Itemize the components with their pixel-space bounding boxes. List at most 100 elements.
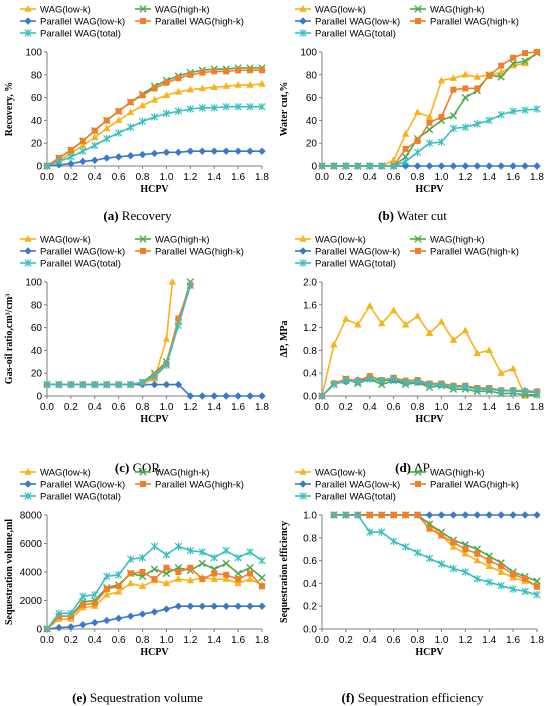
data-point-parallel-wag-total [67,380,75,389]
data-point-parallel-wag-low-k [126,612,135,620]
y-tick-label: 0.0 [303,392,317,403]
data-point-parallel-wag-total [126,380,135,389]
y-tick-label: 0.2 [303,602,317,613]
y-tick-label: 100 [25,48,42,59]
data-point-parallel-wag-total [330,511,338,519]
data-point-parallel-wag-low-k [138,150,147,159]
legend-label-parallel-wag-total: Parallel WAG(total) [40,29,121,40]
legend-marker-parallel-wag-low-k [299,247,307,255]
data-point-parallel-wag-high-k [175,569,182,575]
data-point-parallel-wag-total [473,385,481,393]
legend-marker-wag-high-k [139,5,147,13]
data-point-parallel-wag-low-k [449,162,458,170]
data-point-parallel-wag-low-k [246,392,254,400]
data-point-parallel-wag-high-k [462,546,469,553]
data-point-parallel-wag-total [162,551,171,559]
data-point-parallel-wag-total [222,103,230,111]
legend-label-parallel-wag-high-k: Parallel WAG(high-k) [430,480,519,491]
legend-marker-parallel-wag-total [299,492,307,500]
series-parallel-wag-total [318,105,541,170]
x-tick-label: 1.0 [159,172,173,183]
x-tick-label: 1.0 [159,635,173,646]
data-point-parallel-wag-high-k [486,557,493,564]
data-point-parallel-wag-total [390,162,398,170]
legend-marker-parallel-wag-total [299,29,307,37]
data-point-parallel-wag-high-k [402,512,409,518]
data-point-wag-high-k [449,112,458,120]
data-point-wag-high-k [246,564,254,572]
data-point-parallel-wag-total [461,568,469,576]
data-point-parallel-wag-total [437,560,446,568]
data-point-wag-high-k [162,569,171,578]
data-point-parallel-wag-total [354,511,362,519]
chart-svg: WAG(low-k) WAG(high-k) Parallel WAG(low-k)… [279,235,544,426]
y-tick-label: 20 [306,139,318,150]
data-point-wag-high-k [509,59,517,68]
caption-text: Water cut [394,208,447,223]
y-tick-label: 40 [31,116,43,127]
legend-marker-wag-low-k [299,5,307,12]
data-point-wag-low-k [449,336,458,343]
data-point-parallel-wag-total [342,162,350,170]
x-tick-label: 0.6 [112,402,126,413]
data-point-parallel-wag-total [174,321,183,330]
data-point-parallel-wag-high-k [79,137,86,144]
legend-label-wag-high-k: WAG(high-k) [155,235,210,246]
data-point-parallel-wag-low-k [413,162,422,170]
caption-letter: (a) [103,208,119,223]
data-point-parallel-wag-total [318,392,326,400]
data-point-wag-low-k [330,340,338,348]
data-point-parallel-wag-total [91,141,99,150]
data-point-parallel-wag-total [198,104,206,112]
x-tick-label: 1.6 [231,172,245,183]
data-point-parallel-wag-high-k [498,563,505,570]
data-point-parallel-wag-low-k [222,147,230,155]
data-point-parallel-wag-high-k [390,512,397,518]
x-tick-label: 1.8 [255,402,269,413]
legend: WAG(low-k) WAG(high-k) Parallel WAG(low-k)… [295,5,519,40]
data-point-parallel-wag-high-k [211,570,218,577]
data-point-parallel-wag-high-k [450,539,457,546]
data-point-wag-low-k [79,141,87,149]
series-wag-high-k [43,559,266,633]
legend-marker-wag-low-k [24,5,32,12]
data-point-parallel-wag-total [425,139,434,147]
data-point-parallel-wag-low-k [91,156,99,164]
data-point-parallel-wag-total [461,123,469,131]
data-point-parallel-wag-total [138,554,147,562]
caption-letter: (b) [378,208,395,223]
legend-label-wag-high-k: WAG(high-k) [430,235,485,246]
data-point-parallel-wag-total [497,111,505,119]
chart-svg: WAG(low-k) WAG(high-k) Parallel WAG(low-k)… [279,5,544,196]
y-tick-label: 40 [306,116,318,127]
data-point-wag-low-k [162,91,171,99]
data-point-parallel-wag-low-k [533,511,541,519]
legend-marker-parallel-wag-low-k [299,480,307,488]
data-point-parallel-wag-total [509,387,517,395]
data-point-parallel-wag-high-k [115,583,122,590]
data-point-parallel-wag-total [91,380,99,389]
legend-label-parallel-wag-high-k: Parallel WAG(high-k) [430,247,519,258]
data-point-wag-low-k [210,575,218,582]
data-point-parallel-wag-high-k [462,85,469,92]
x-tick-label: 0.0 [315,172,329,183]
legend: WAG(low-k) WAG(high-k) Parallel WAG(low-k)… [20,235,244,270]
data-point-parallel-wag-total [67,609,75,618]
series-line-wag-low-k [321,304,526,397]
y-tick-label: 60 [31,323,43,334]
legend-label-parallel-wag-high-k: Parallel WAG(high-k) [155,247,244,258]
data-point-parallel-wag-low-k [461,511,470,519]
data-point-parallel-wag-high-k [151,576,158,583]
data-point-parallel-wag-low-k [461,162,470,170]
data-point-wag-low-k [126,579,135,587]
series-line-parallel-wag-high-k [47,285,192,386]
data-point-parallel-wag-high-k [522,575,529,582]
x-tick-label: 0.2 [339,172,353,183]
data-point-parallel-wag-high-k [115,108,122,115]
data-point-wag-low-k [114,587,123,595]
data-point-parallel-wag-total [342,511,350,519]
chart-svg: WAG(low-k) WAG(high-k) Parallel WAG(low-k)… [4,5,269,196]
data-point-wag-low-k [461,70,470,78]
y-tick-label: 100 [25,278,42,289]
chart-svg: WAG(low-k) WAG(high-k) Parallel WAG(low-k)… [279,468,544,659]
